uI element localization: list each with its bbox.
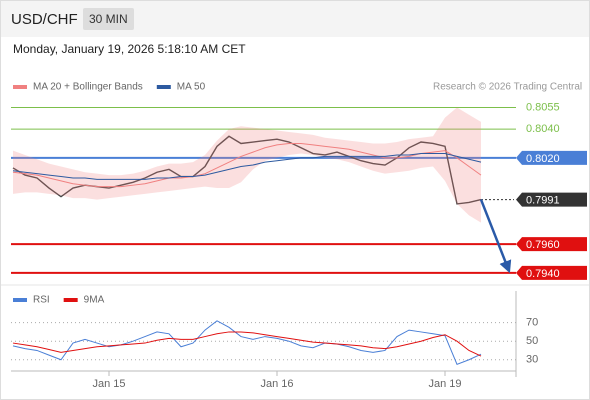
legend-label: MA 20 + Bollinger Bands [33,82,143,93]
legend-label: 9MA [84,295,105,306]
level-box [516,150,587,165]
y-tick-label: 70 [526,317,538,329]
series-line [12,142,482,188]
legend-swatch [156,85,171,89]
projection-arrow [479,199,512,274]
series-line [12,153,482,180]
series-line [12,331,482,357]
x-tick-label: Jan 15 [92,378,125,390]
symbol: USD/CHF [11,11,78,28]
level-label: 0.7960 [526,239,560,251]
level-label: 0.7940 [526,268,560,280]
y-tick-label: 30 [526,354,538,366]
x-tick-label: Jan 19 [428,378,461,390]
interval-button[interactable]: 30 MIN [83,8,134,30]
legend-label: RSI [33,295,50,306]
legend-label: MA 50 [177,82,206,93]
series-line [12,320,482,366]
legend-swatch [13,298,27,302]
level-label: 0.8055 [526,101,560,113]
level-box [516,265,587,280]
x-tick-label: Jan 16 [260,378,293,390]
bollinger-band [13,107,481,223]
level-box [516,192,587,207]
legend-swatch [13,85,27,89]
y-tick-label: 50 [526,335,538,347]
legend-swatch [63,298,78,302]
level-label: 0.8040 [526,123,560,135]
level-box [516,237,587,252]
level-label: 0.8020 [526,153,560,165]
level-label: 0.7991 [526,194,560,206]
annotation: Research © 2026 Trading Central [433,82,582,93]
datetime: Monday, January 19, 2026 5:18:10 AM CET [13,42,246,56]
